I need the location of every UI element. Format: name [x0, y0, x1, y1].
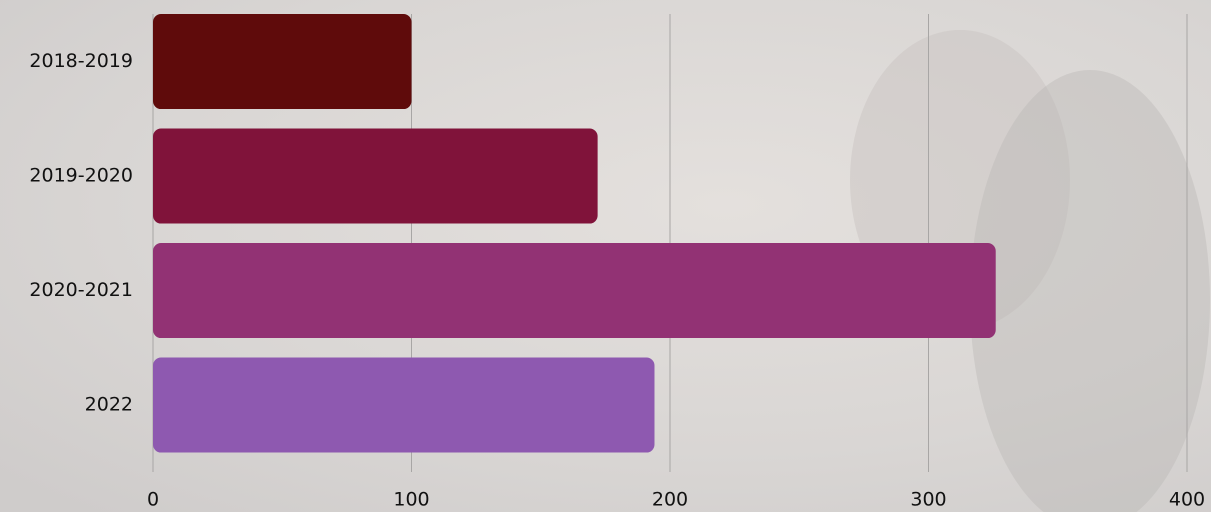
chart: 0 100 200 300 400 2018-2019 2019-2020 2020-2021…: [0, 0, 1211, 512]
bar: [153, 129, 598, 224]
bar: [153, 243, 996, 338]
y-tick-label: 2019-2020: [29, 165, 133, 187]
y-tick-label: 2018-2019: [29, 50, 133, 72]
y-tick-label: 2022: [85, 394, 133, 416]
background-photo: [970, 70, 1210, 512]
x-tick-label: 100: [393, 489, 429, 511]
x-tick-label: 300: [910, 489, 946, 511]
bar: [153, 358, 654, 453]
x-tick-label: 400: [1169, 489, 1205, 511]
x-tick-label: 200: [652, 489, 688, 511]
bar: [153, 14, 412, 109]
x-tick-label: 0: [147, 489, 159, 511]
y-tick-label: 2020-2021: [29, 279, 133, 301]
